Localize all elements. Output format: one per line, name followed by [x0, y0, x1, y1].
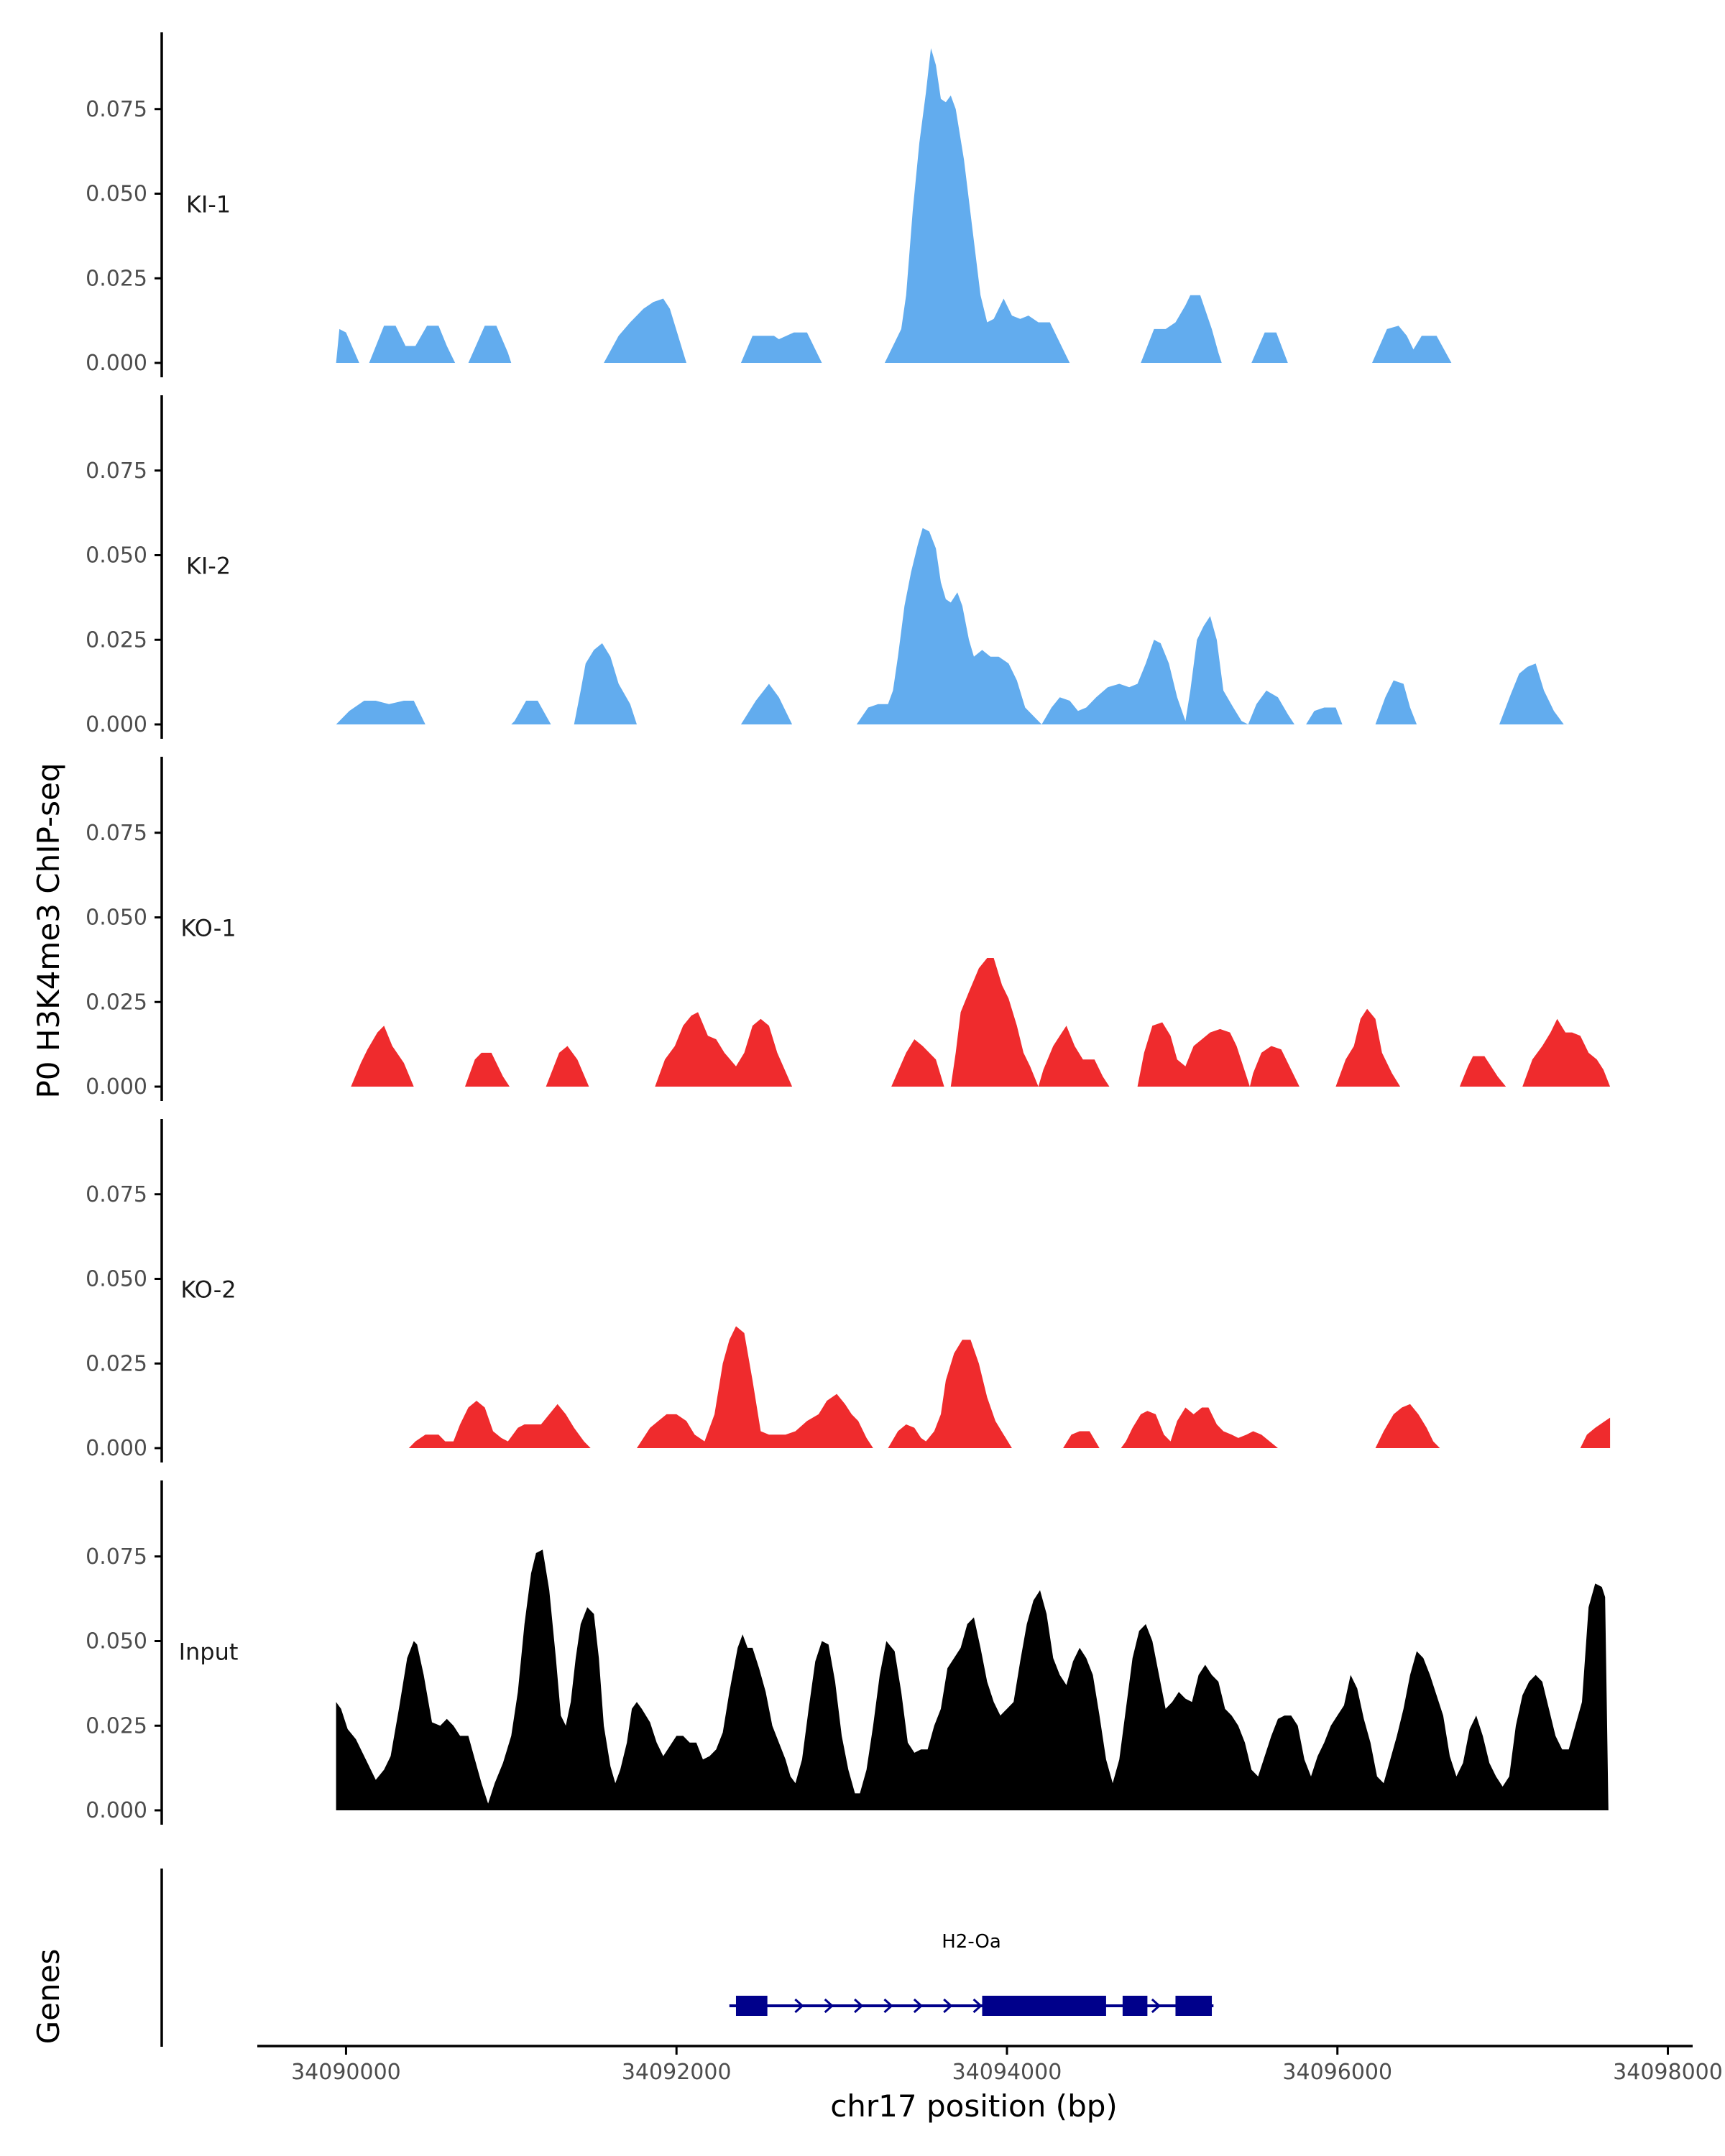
y-tick-label: 0.050	[86, 906, 147, 931]
y-tick-label: 0.000	[86, 351, 147, 376]
strand-arrow-icon	[1151, 1998, 1162, 2014]
y-tick-label: 0.025	[86, 627, 147, 653]
x-tick-label: 34092000	[622, 2060, 732, 2085]
y-tick-label: 0.075	[86, 97, 147, 122]
track-label: KO-1	[180, 915, 236, 942]
y-tick-label: 0.025	[86, 266, 147, 291]
area-input	[336, 1549, 1609, 1810]
track-label: KO-2	[180, 1276, 236, 1304]
y-tick-label: 0.025	[86, 990, 147, 1015]
x-tick-label: 34096000	[1282, 2060, 1392, 2085]
y-tick-label: 0.000	[86, 1074, 147, 1100]
y-tick-label: 0.075	[86, 821, 147, 846]
x-tick-label: 34090000	[291, 2060, 401, 2085]
y-tick-label: 0.000	[86, 712, 147, 737]
area-ki-2	[336, 528, 1569, 724]
x-tick-label: 34094000	[952, 2060, 1062, 2085]
gene-exon	[982, 1996, 1106, 2016]
y-tick-label: 0.050	[86, 543, 147, 568]
gene-exon	[1122, 1996, 1148, 2016]
y-tick-label: 0.000	[86, 1798, 147, 1823]
y-tick-label: 0.050	[86, 182, 147, 207]
area-ko-2	[408, 1326, 1611, 1448]
strand-arrow-icon	[883, 1998, 893, 2014]
y-tick-label: 0.075	[86, 1544, 147, 1570]
y-tick-label: 0.025	[86, 1713, 147, 1738]
strand-arrow-icon	[972, 1998, 983, 2014]
y-tick-label: 0.050	[86, 1629, 147, 1654]
x-axis: 34090000 34092000 34094000 34096000 34098000	[257, 2045, 1723, 2085]
area-ki-1	[336, 48, 1453, 363]
strand-arrow-icon	[854, 1998, 864, 2014]
gene-exon	[1175, 1996, 1213, 2016]
y-tick-label: 0.075	[86, 1182, 147, 1207]
strand-arrow-icon	[943, 1998, 953, 2014]
track-input: 0.000 0.025 0.050 0.075 Input	[86, 1480, 1609, 1825]
y-tick-label: 0.025	[86, 1351, 147, 1376]
gene-track: H2-Oa	[160, 1869, 1214, 2047]
gene-exon	[735, 1996, 768, 2016]
area-ko-1	[351, 958, 1611, 1087]
x-axis-title: chr17 position (bp)	[830, 2088, 1118, 2124]
tracks-layer: 0.0000.0250.0500.075KI-10.0000.0250.0500…	[86, 32, 1611, 1825]
track-label: KI-1	[186, 191, 231, 218]
y-tick-label: 0.050	[86, 1267, 147, 1292]
track-label: Input	[179, 1639, 239, 1666]
y-axis-title: P0 H3K4me3 ChIP-seq	[31, 763, 66, 1098]
gene-name-label: H2-Oa	[942, 1931, 1001, 1953]
y-tick-label: 0.000	[86, 1436, 147, 1461]
track-ko-2: 0.000 0.025 0.050 0.075 KO-2	[86, 1119, 1611, 1462]
track-ki-2: 0.000 0.025 0.050 0.075 KI-2	[86, 395, 1569, 739]
genes-axis-title: Genes	[31, 1949, 66, 2045]
x-tick-label: 34098000	[1613, 2060, 1723, 2085]
strand-arrow-icon	[824, 1998, 834, 2014]
strand-arrow-icon	[794, 1998, 804, 2014]
y-tick-label: 0.075	[86, 459, 147, 484]
strand-arrow-icon	[913, 1998, 924, 2014]
track-label: KI-2	[186, 553, 231, 580]
track-ki-1: 0.000 0.025 0.050 0.075 KI-1	[86, 32, 1453, 377]
track-ko-1: 0.000 0.025 0.050 0.075 KO-1	[86, 757, 1611, 1101]
